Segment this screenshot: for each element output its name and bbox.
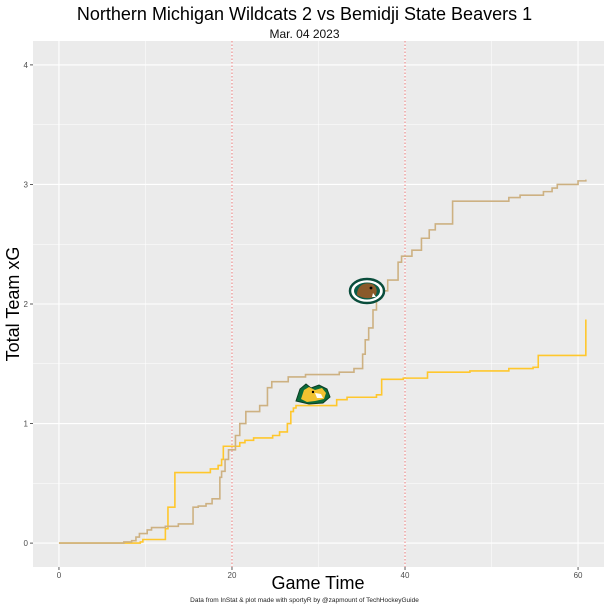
- y-tick-label: 3: [24, 180, 29, 189]
- y-axis-ticks: 0 1 2 3 4: [24, 61, 33, 548]
- x-axis-ticks: 0 20 40 60: [57, 567, 583, 580]
- y-axis-title: Total Team xG: [3, 247, 23, 362]
- x-axis-title: Game Time: [271, 573, 364, 593]
- wildcat-logo-icon: [295, 383, 331, 405]
- x-tick-label: 40: [401, 571, 410, 580]
- y-tick-label: 0: [24, 539, 29, 548]
- chart-subtitle: Mar. 04 2023: [269, 27, 340, 41]
- y-tick-label: 1: [24, 420, 29, 429]
- x-tick-label: 20: [228, 571, 237, 580]
- series-layer: [58, 179, 587, 544]
- y-tick-label: 4: [24, 61, 29, 70]
- period-divider-lines: [231, 41, 406, 567]
- beaver-logo-icon: [348, 277, 386, 305]
- y-tick-label: 2: [24, 300, 29, 309]
- x-tick-label: 0: [57, 571, 62, 580]
- x-tick-label: 60: [574, 571, 583, 580]
- series-line-bemidji-state-beavers: [58, 179, 587, 544]
- chart-title: Northern Michigan Wildcats 2 vs Bemidji …: [76, 4, 533, 24]
- chart-caption: Data from InStat & plot made with sporty…: [190, 597, 419, 604]
- series-line-northern-michigan-wildcats: [58, 319, 587, 544]
